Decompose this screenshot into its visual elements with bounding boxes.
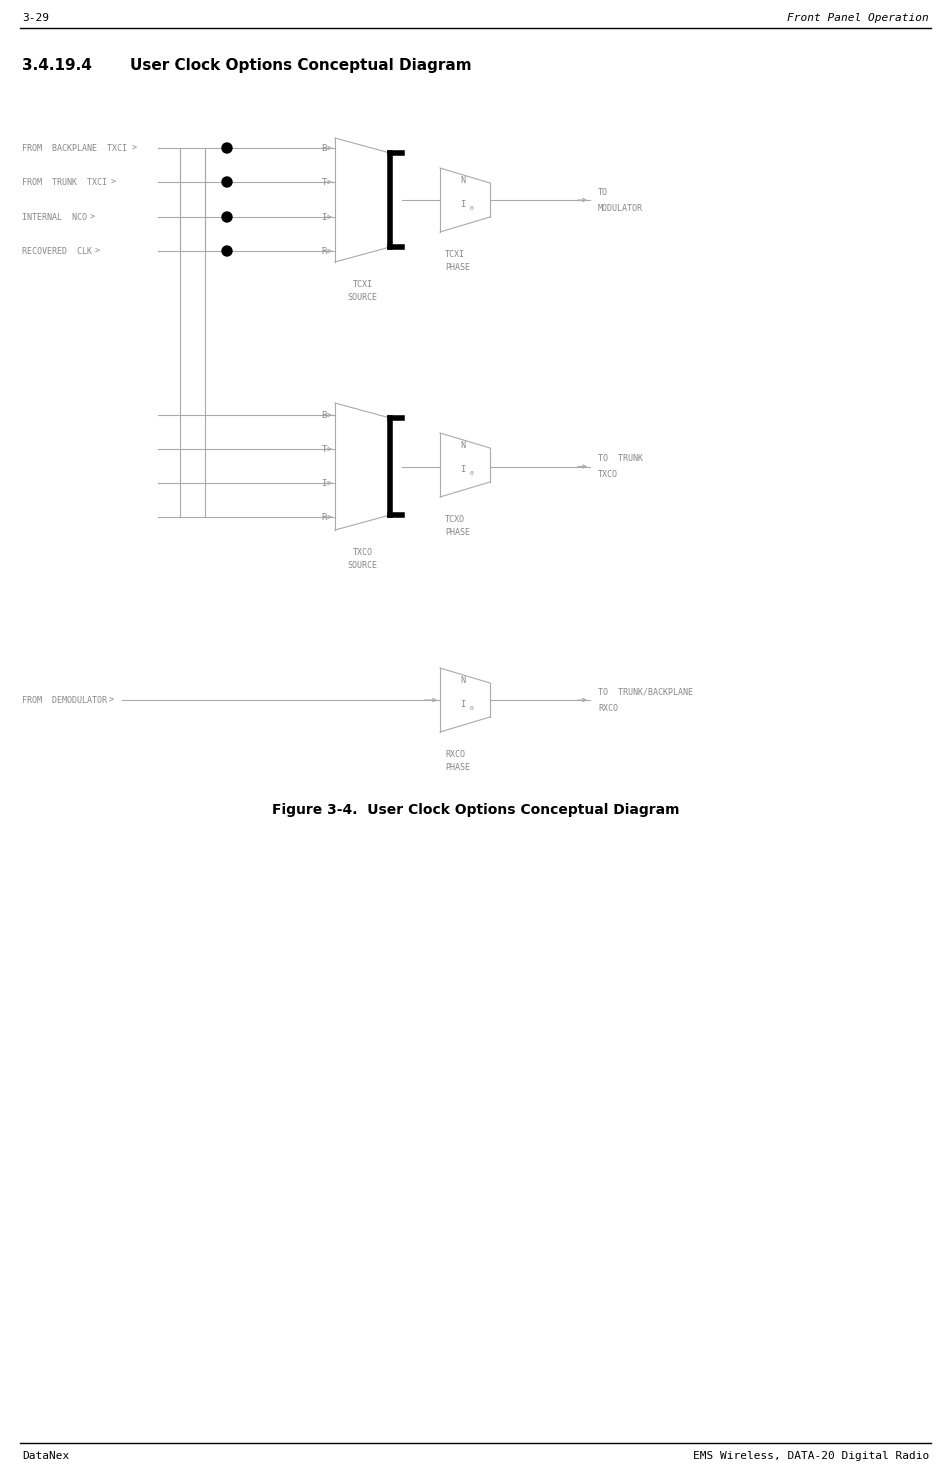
- Text: PHASE: PHASE: [445, 763, 470, 772]
- Text: T: T: [321, 178, 327, 187]
- Text: RECOVERED  CLK: RECOVERED CLK: [22, 247, 92, 256]
- Text: User Clock Options Conceptual Diagram: User Clock Options Conceptual Diagram: [130, 57, 472, 72]
- Text: TO: TO: [598, 187, 608, 197]
- Text: 0: 0: [469, 206, 473, 210]
- Text: PHASE: PHASE: [445, 263, 470, 272]
- Text: RXCO: RXCO: [598, 703, 618, 712]
- Text: TXCO: TXCO: [598, 471, 618, 480]
- Text: >: >: [131, 144, 136, 153]
- Text: EMS Wireless, DATA-20 Digital Radio: EMS Wireless, DATA-20 Digital Radio: [692, 1450, 929, 1461]
- Text: TXCO: TXCO: [353, 549, 373, 558]
- Circle shape: [222, 212, 232, 222]
- Text: TO  TRUNK/BACKPLANE: TO TRUNK/BACKPLANE: [598, 687, 693, 696]
- Text: >: >: [95, 247, 100, 256]
- Text: B: B: [321, 144, 327, 153]
- Text: FROM  BACKPLANE  TXCI: FROM BACKPLANE TXCI: [22, 144, 127, 153]
- Text: I: I: [321, 478, 327, 487]
- Text: FROM  DEMODULATOR: FROM DEMODULATOR: [22, 696, 107, 705]
- Text: SOURCE: SOURCE: [347, 560, 378, 569]
- Text: TCXI: TCXI: [445, 250, 465, 259]
- Text: SOURCE: SOURCE: [347, 293, 378, 302]
- Text: DataNex: DataNex: [22, 1450, 69, 1461]
- Text: I: I: [460, 465, 466, 474]
- Text: TCXI: TCXI: [353, 279, 373, 288]
- Text: INTERNAL  NCO: INTERNAL NCO: [22, 212, 87, 222]
- Text: FROM  TRUNK  TXCI: FROM TRUNK TXCI: [22, 178, 107, 187]
- Text: RXCO: RXCO: [445, 750, 465, 759]
- Text: Figure 3-4.  User Clock Options Conceptual Diagram: Figure 3-4. User Clock Options Conceptua…: [272, 803, 679, 816]
- Text: MODULATOR: MODULATOR: [598, 203, 643, 212]
- Text: N: N: [460, 441, 465, 450]
- Text: TCXO: TCXO: [445, 515, 465, 524]
- Text: Front Panel Operation: Front Panel Operation: [787, 13, 929, 24]
- Text: >: >: [110, 178, 116, 187]
- Text: 0: 0: [469, 706, 473, 710]
- Text: 3-29: 3-29: [22, 13, 49, 24]
- Text: PHASE: PHASE: [445, 528, 470, 537]
- Text: R: R: [321, 512, 327, 522]
- Text: I: I: [321, 212, 327, 222]
- Text: I: I: [460, 200, 466, 209]
- Text: 0: 0: [469, 471, 473, 475]
- Text: I: I: [460, 700, 466, 709]
- Circle shape: [222, 246, 232, 256]
- Text: R: R: [321, 247, 327, 256]
- Text: TO  TRUNK: TO TRUNK: [598, 455, 643, 463]
- Circle shape: [222, 143, 232, 153]
- Text: 3.4.19.4: 3.4.19.4: [22, 57, 92, 72]
- Text: N: N: [460, 177, 465, 185]
- Text: N: N: [460, 677, 465, 685]
- Text: T: T: [321, 444, 327, 453]
- Text: >: >: [108, 696, 114, 705]
- Text: >: >: [90, 212, 95, 222]
- Circle shape: [222, 177, 232, 187]
- Text: B: B: [321, 410, 327, 419]
